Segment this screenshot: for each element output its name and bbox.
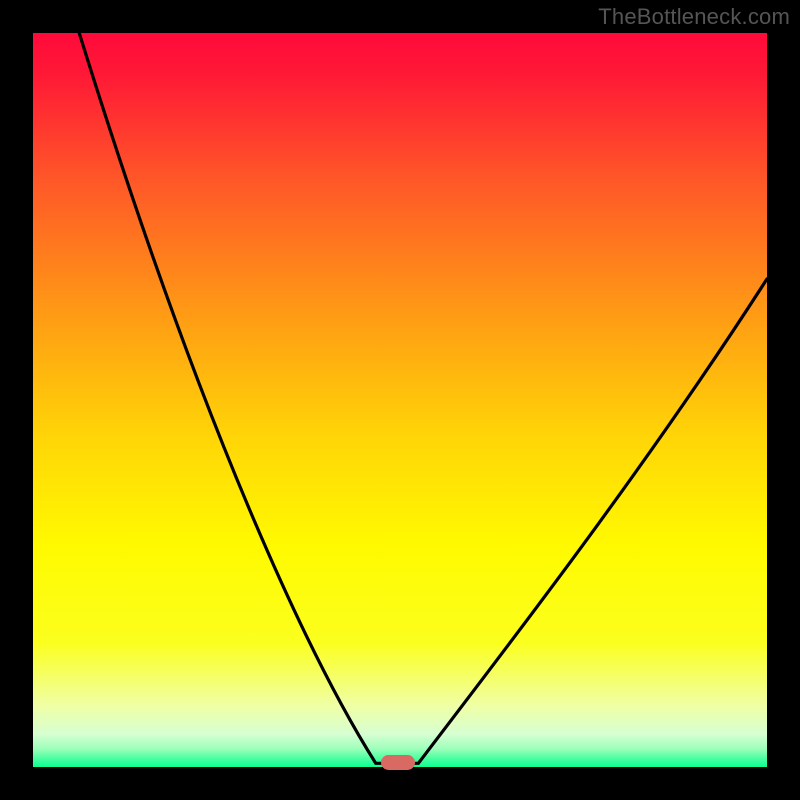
- minimum-marker: [381, 755, 415, 770]
- gradient-background: [33, 33, 767, 767]
- watermark-text: TheBottleneck.com: [598, 4, 790, 30]
- plot-svg: [33, 33, 767, 767]
- plot-area: [33, 33, 767, 767]
- chart-container: TheBottleneck.com: [0, 0, 800, 800]
